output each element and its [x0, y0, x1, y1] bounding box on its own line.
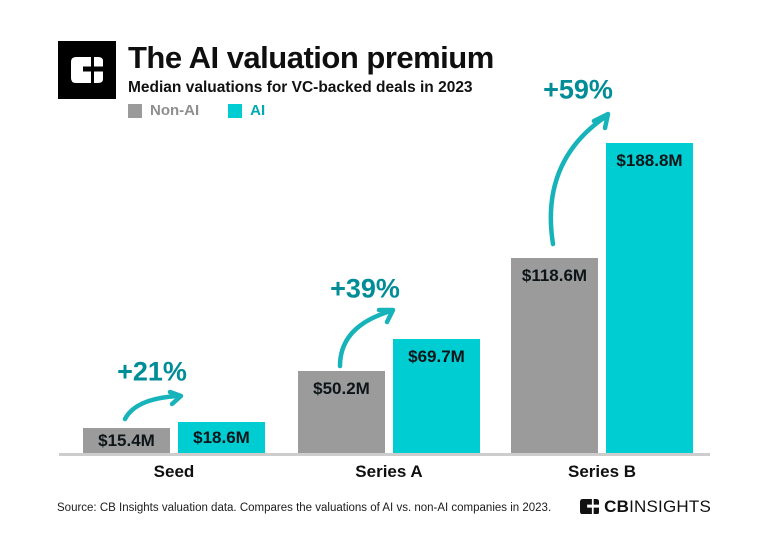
category-label-series-b: Series B [567, 462, 637, 481]
legend-label-ai: AI [250, 102, 266, 119]
cb-insights-logo-icon [58, 41, 116, 99]
growth-arrow-series-b [548, 111, 611, 247]
cb-insights-wordmark-text: CBINSIGHTS [604, 498, 711, 515]
bar-value-label: $188.8M [616, 151, 683, 170]
growth-arrow-seed [122, 389, 184, 422]
legend-swatch-non-ai [128, 103, 142, 118]
bar-value-label: $50.2M [313, 379, 370, 398]
cb-insights-logo-mark [58, 41, 116, 99]
cb-insights-wordmark: CBINSIGHTS [580, 498, 711, 515]
cb-insights-wordmark-icon [580, 498, 600, 515]
source-note: Source: CB Insights valuation data. Comp… [57, 502, 552, 514]
bar-ai-series-a: $69.7M [393, 339, 480, 453]
bar-value-label: $18.6M [193, 428, 250, 447]
x-axis-line [59, 453, 710, 456]
chart-subtitle: Median valuations for VC-backed deals in… [128, 79, 473, 96]
page-title: The AI valuation premium [128, 40, 494, 75]
legend-label-non-ai: Non-AI [150, 102, 200, 119]
growth-arrow-series-a [337, 307, 396, 369]
bar-value-label: $15.4M [98, 431, 155, 450]
legend-swatch-ai [228, 103, 243, 118]
bar-non-ai-series-b: $118.6M [511, 258, 598, 453]
wordmark-cb: CB [604, 497, 630, 516]
bar-ai-seed: $18.6M [178, 422, 265, 453]
legend: Non-AI AI [128, 103, 265, 118]
bar-ai-series-b: $188.8M [606, 143, 693, 453]
category-label-seed: Seed [153, 462, 195, 481]
bar-non-ai-series-a: $50.2M [298, 371, 385, 453]
pct-change-series-b: +59% [543, 74, 613, 105]
category-label-series-a: Series A [355, 462, 423, 481]
wordmark-insights: INSIGHTS [629, 497, 711, 516]
bar-value-label: $118.6M [521, 266, 588, 285]
pct-change-series-a: +39% [330, 273, 400, 304]
bar-non-ai-seed: $15.4M [83, 428, 170, 453]
pct-change-seed: +21% [117, 356, 187, 387]
bar-value-label: $69.7M [408, 347, 465, 366]
